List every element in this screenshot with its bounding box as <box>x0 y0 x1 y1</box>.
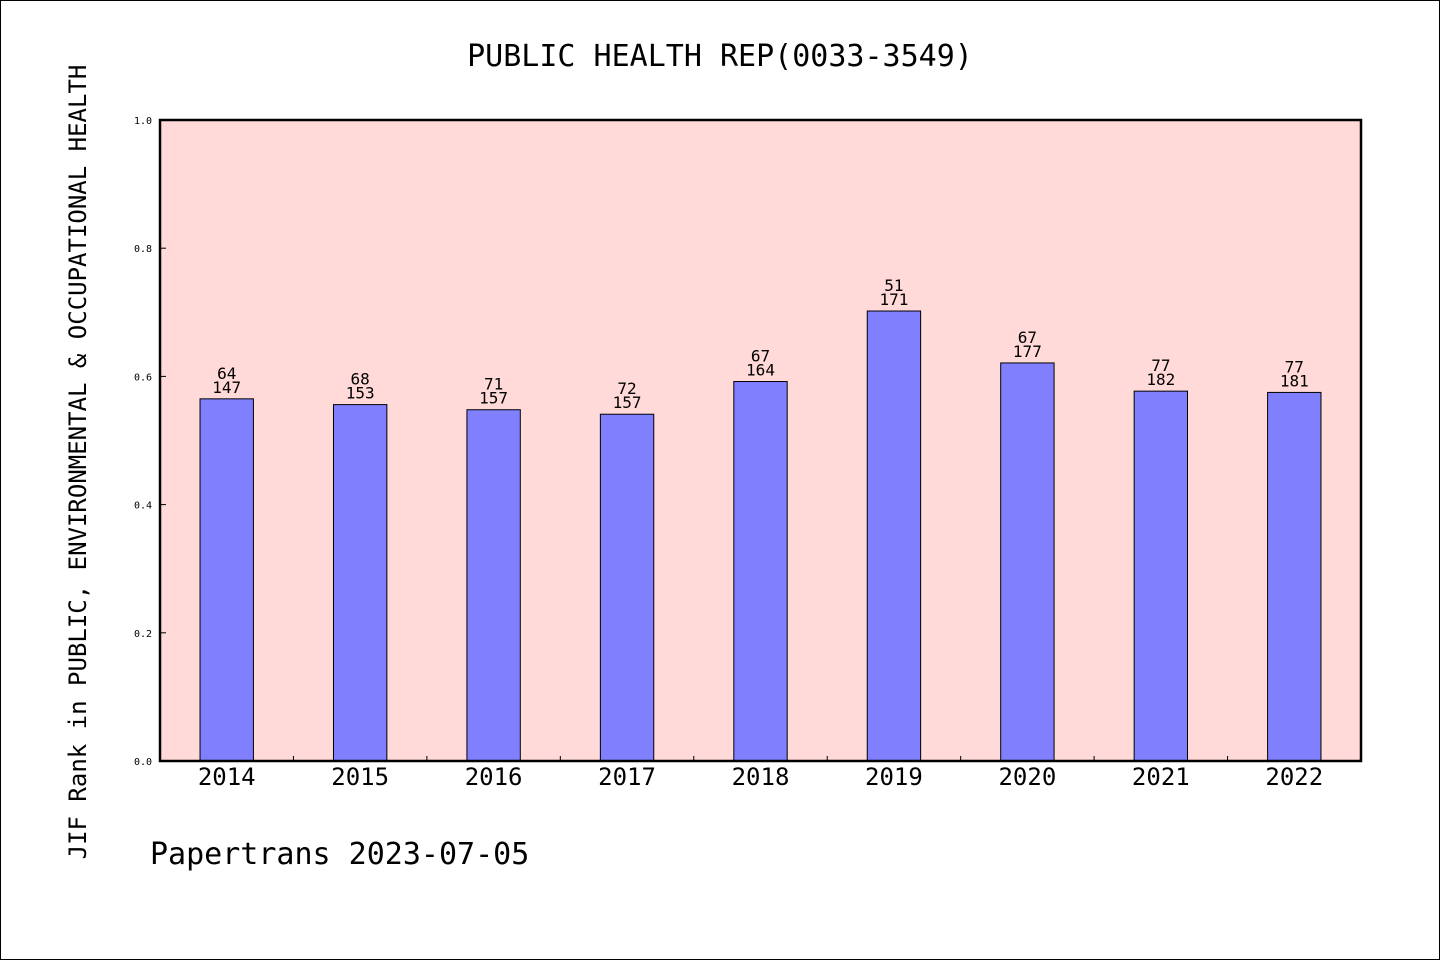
bar-2019 <box>866 310 922 762</box>
data-label-total-2021: 182 <box>1146 370 1175 389</box>
y-tick-label: 0.8 <box>134 244 152 255</box>
footer-credit: Papertrans 2023-07-05 <box>150 837 529 872</box>
bar-2020 <box>1000 362 1055 762</box>
data-label-rank-2018: 67 <box>751 347 770 366</box>
chart-title: PUBLIC HEALTH REP(0033-3549) <box>467 39 973 74</box>
x-tick-label-2016: 2016 <box>465 763 523 791</box>
plot-border <box>158 118 1363 763</box>
data-label-rank-2019: 51 <box>884 276 903 295</box>
x-tick-label-2020: 2020 <box>998 763 1056 791</box>
x-tick-label-2015: 2015 <box>331 763 389 791</box>
bar-2014 <box>199 398 254 762</box>
y-tick-label: 1.0 <box>134 116 152 127</box>
data-label-total-2018: 164 <box>746 361 775 380</box>
data-label-rank-2017: 72 <box>617 379 636 398</box>
data-label-rank-2016: 71 <box>484 375 503 394</box>
y-tick-label: 0.0 <box>134 757 152 768</box>
data-label-total-2016: 157 <box>479 389 508 408</box>
bar-2015 <box>332 404 388 762</box>
bar-2022 <box>1267 391 1322 762</box>
data-label-total-2015: 153 <box>346 384 375 403</box>
x-tick-label-2022: 2022 <box>1265 763 1323 791</box>
bars-group <box>199 310 1322 762</box>
bar-2021 <box>1133 390 1189 762</box>
data-label-rank-2015: 68 <box>351 370 370 389</box>
bar-2016 <box>466 409 521 762</box>
data-label-total-2017: 157 <box>613 393 642 412</box>
data-label-rank-2020: 67 <box>1018 328 1037 347</box>
data-label-rank-2021: 77 <box>1151 356 1170 375</box>
x-tick-label-2018: 2018 <box>732 763 790 791</box>
bar-2018 <box>733 381 788 762</box>
data-label-total-2014: 147 <box>212 378 241 397</box>
data-label-total-2022: 181 <box>1280 371 1309 390</box>
x-tick-label-2014: 2014 <box>198 763 256 791</box>
data-label-total-2019: 171 <box>879 290 908 309</box>
x-tick-label-2021: 2021 <box>1132 763 1190 791</box>
bar-2017 <box>599 413 655 762</box>
data-label-rank-2014: 64 <box>217 364 236 383</box>
y-tick-label: 0.2 <box>134 629 152 640</box>
x-axis-ticks: 2014 2015 2016 2017 2018 2019 2020 2021 2022 <box>198 756 1323 791</box>
data-label-rank-2022: 77 <box>1285 357 1304 376</box>
y-tick-label: 0.6 <box>134 372 152 383</box>
y-tick-label: 0.4 <box>134 501 152 512</box>
x-tick-label-2017: 2017 <box>598 763 656 791</box>
y-axis-label: JIF Rank in PUBLIC, ENVIRONMENTAL & OCCU… <box>64 65 92 860</box>
data-label-total-2020: 177 <box>1013 342 1042 361</box>
x-tick-label-2019: 2019 <box>865 763 923 791</box>
